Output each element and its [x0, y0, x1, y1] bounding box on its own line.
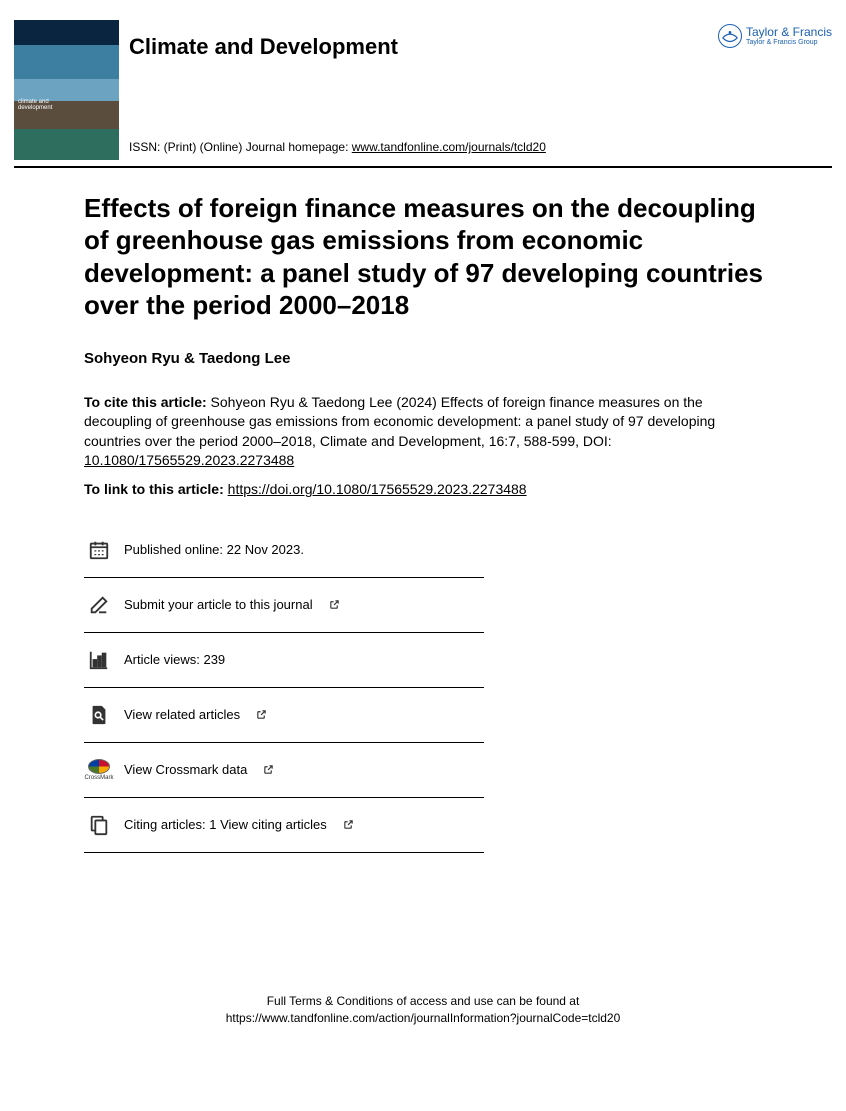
footer: Full Terms & Conditions of access and us… — [14, 993, 832, 1027]
external-link-icon — [263, 764, 274, 775]
footer-line1: Full Terms & Conditions of access and us… — [14, 993, 832, 1010]
external-link-icon — [343, 819, 354, 830]
header: Climate and Development ISSN: (Print) (O… — [14, 20, 832, 160]
actions-list: Published online: 22 Nov 2023. Submit yo… — [84, 523, 484, 853]
chart-icon — [88, 649, 110, 671]
citation-block: To cite this article: Sohyeon Ryu & Taed… — [84, 393, 770, 471]
published-date-row: Published online: 22 Nov 2023. — [84, 523, 484, 578]
issn-line: ISSN: (Print) (Online) Journal homepage:… — [129, 140, 832, 154]
link-line: To link to this article: https://doi.org… — [84, 481, 770, 497]
edit-icon — [88, 594, 110, 616]
publisher-logo-text: Taylor & Francis Taylor & Francis Group — [746, 26, 832, 46]
related-articles-row[interactable]: View related articles — [84, 688, 484, 743]
content: Effects of foreign finance measures on t… — [14, 192, 832, 853]
citing-icon — [88, 814, 110, 836]
publisher-name: Taylor & Francis — [746, 25, 832, 39]
submit-article-text: Submit your article to this journal — [124, 597, 313, 612]
journal-homepage-link[interactable]: www.tandfonline.com/journals/tcld20 — [352, 140, 546, 154]
footer-line2: https://www.tandfonline.com/action/journ… — [14, 1010, 832, 1027]
document-search-icon — [88, 704, 110, 726]
article-views-text: Article views: 239 — [124, 652, 225, 667]
journal-cover-thumbnail — [14, 20, 119, 160]
article-views-row: Article views: 239 — [84, 633, 484, 688]
crossmark-text: View Crossmark data — [124, 762, 247, 777]
article-title: Effects of foreign finance measures on t… — [84, 192, 770, 322]
article-authors: Sohyeon Ryu & Taedong Lee — [84, 350, 770, 367]
calendar-icon — [88, 539, 110, 561]
crossmark-icon: CrossMark — [88, 759, 110, 781]
related-articles-text: View related articles — [124, 707, 240, 722]
link-label: To link to this article: — [84, 481, 228, 497]
citing-articles-row[interactable]: Citing articles: 1 View citing articles — [84, 798, 484, 853]
crossmark-row[interactable]: CrossMark View Crossmark data — [84, 743, 484, 798]
citation-doi-link[interactable]: 10.1080/17565529.2023.2273488 — [84, 452, 294, 468]
article-doi-link[interactable]: https://doi.org/10.1080/17565529.2023.22… — [228, 481, 527, 497]
citing-articles-text: Citing articles: 1 View citing articles — [124, 817, 327, 832]
issn-prefix: ISSN: (Print) (Online) Journal homepage: — [129, 140, 352, 154]
citation-label: To cite this article: — [84, 394, 207, 410]
publisher-logo: Taylor & Francis Taylor & Francis Group — [718, 24, 832, 48]
publisher-subline: Taylor & Francis Group — [746, 39, 832, 46]
published-date-text: Published online: 22 Nov 2023. — [124, 542, 304, 557]
external-link-icon — [329, 599, 340, 610]
header-divider — [14, 166, 832, 168]
publisher-logo-icon — [718, 24, 742, 48]
submit-article-row[interactable]: Submit your article to this journal — [84, 578, 484, 633]
external-link-icon — [256, 709, 267, 720]
